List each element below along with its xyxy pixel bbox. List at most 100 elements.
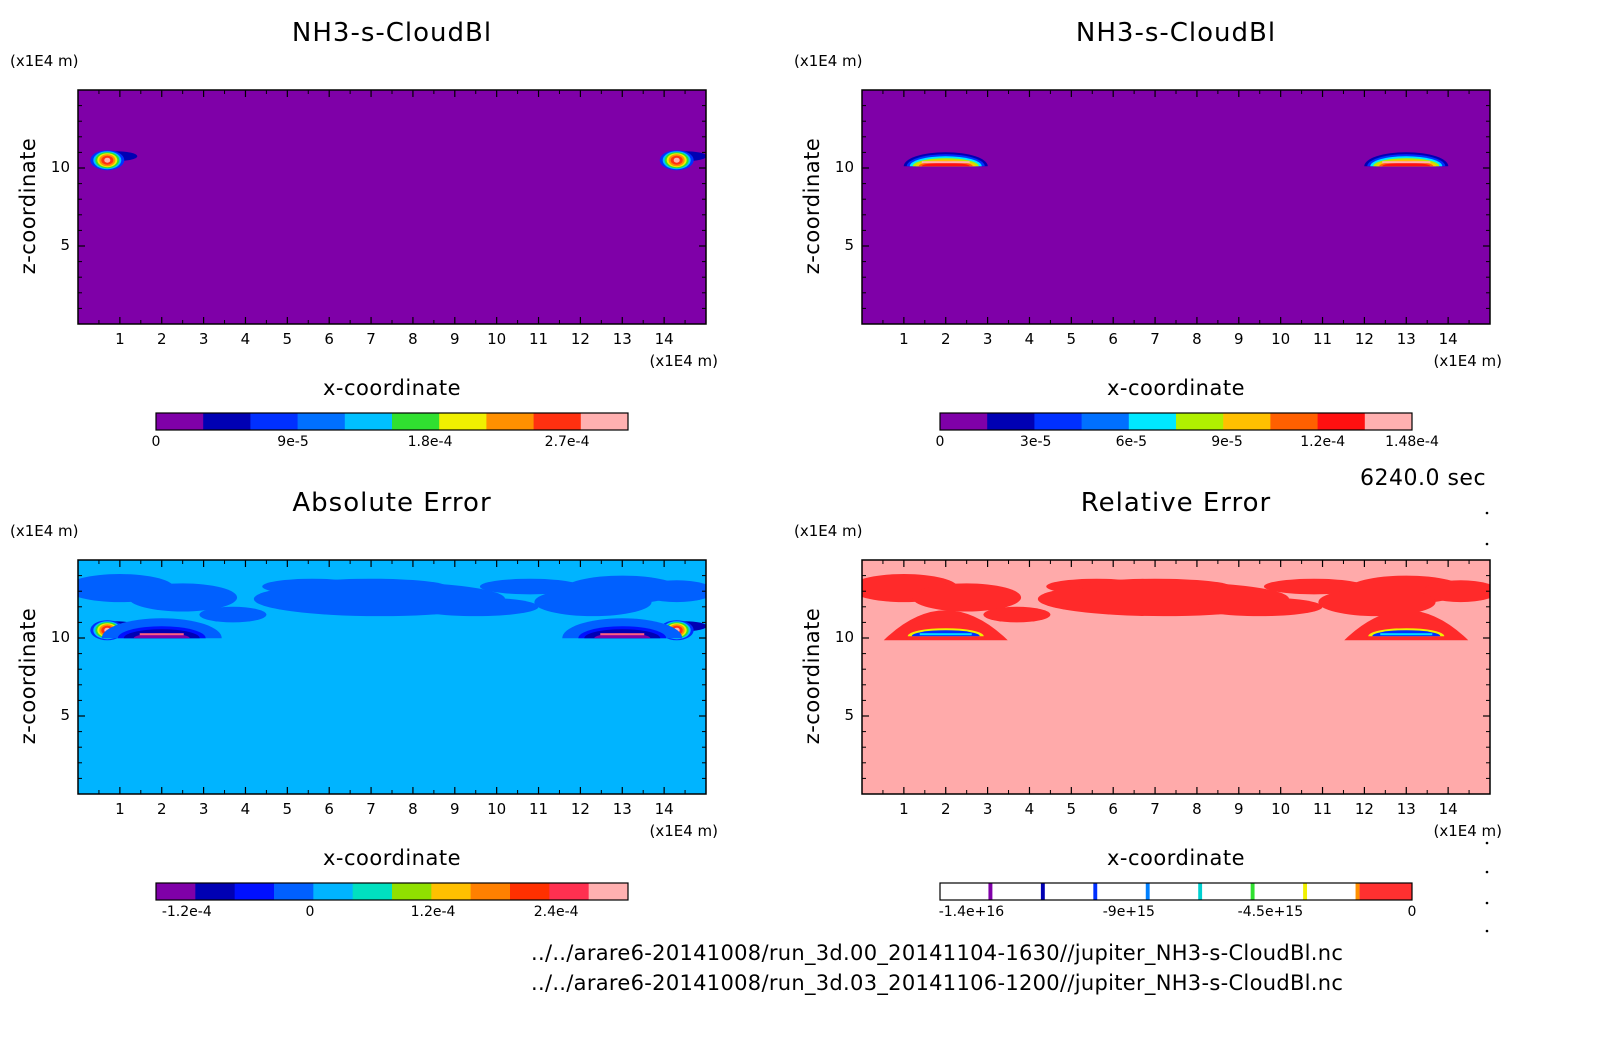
x-tick-label: 13 <box>612 330 632 348</box>
y-unit-label: (x1E4 m) <box>10 52 79 70</box>
colorbar-segment <box>1250 883 1255 900</box>
contour-band <box>600 633 645 636</box>
x-tick-label: 4 <box>240 800 251 818</box>
colorbar-segment <box>439 413 487 430</box>
y-tick-label: 10 <box>50 158 70 176</box>
colorbar-tick-label: 9e-5 <box>277 434 309 450</box>
colorbar-tick-label: 3e-5 <box>1019 434 1052 450</box>
y-tick-label: 5 <box>60 236 70 254</box>
colorbar-segment <box>940 413 988 430</box>
colorbar-tick-label: 0 <box>305 904 315 920</box>
panel-title: Absolute Error <box>292 488 492 518</box>
colorbar-segment <box>1254 883 1304 900</box>
colorbar-segment <box>1128 413 1177 430</box>
x-tick-label: 2 <box>940 330 951 348</box>
y-axis-label: z-coordinate <box>16 607 40 745</box>
x-tick-label: 6 <box>1108 800 1118 818</box>
colorbar-segment <box>392 413 440 430</box>
heatmap-features <box>862 574 1490 641</box>
colorbar-segment <box>250 413 299 430</box>
colorbar-tick-label: 1.48e-4 <box>1385 434 1439 450</box>
x-tick-label: 3 <box>198 800 209 818</box>
colorbar <box>155 882 629 901</box>
x-tick-label: 14 <box>654 800 674 818</box>
stray-dot <box>1485 511 1489 515</box>
x-tick-label: 13 <box>612 800 632 818</box>
error-patches <box>862 574 1490 623</box>
colorbar-tick-label: 2.4e-4 <box>533 904 579 920</box>
panel-4 <box>861 559 1491 901</box>
error-patch <box>912 583 1022 612</box>
x-tick-label: 1 <box>899 330 909 348</box>
colorbar-frame <box>155 412 629 431</box>
stray-dot <box>1485 901 1489 905</box>
x-tick-label: 7 <box>366 800 376 818</box>
panel-title: NH3-s-CloudBl <box>291 18 493 48</box>
x-tick-label: 13 <box>1396 330 1416 348</box>
colorbar-segment <box>313 883 354 900</box>
x-tick-label: 2 <box>156 330 167 348</box>
y-axis-label: z-coordinate <box>800 607 824 745</box>
x-tick-label: 1 <box>115 800 125 818</box>
x-tick-label: 9 <box>1234 330 1244 348</box>
error-patch <box>1079 578 1231 595</box>
contour-band <box>1382 162 1431 167</box>
panel-2 <box>861 89 1491 431</box>
x-tick-label: 11 <box>1312 800 1333 818</box>
contour-band <box>921 161 970 164</box>
x-unit-label: (x1E4 m) <box>1433 822 1502 840</box>
x-tick-label: 9 <box>450 800 460 818</box>
x-tick-label: 5 <box>282 330 293 348</box>
error-patch <box>1196 597 1323 617</box>
x-axis-label: x-coordinate <box>322 846 462 870</box>
colorbar-segment <box>1364 413 1413 430</box>
x-tick-label: 10 <box>487 800 507 818</box>
colorbar <box>939 412 1413 431</box>
x-tick-label: 7 <box>1150 330 1160 348</box>
colorbar-tick-label: 1.8e-4 <box>407 434 453 450</box>
colorbar-segment <box>1149 883 1199 900</box>
colorbar-tick-label: 0 <box>935 434 945 450</box>
x-tick-label: 8 <box>1192 330 1202 348</box>
footer-file-1: ../../arare6-20141008/run_3d.00_20141104… <box>531 941 1344 965</box>
x-tick-label: 11 <box>528 330 549 348</box>
colorbar-tick-label: -1.4e+16 <box>938 904 1005 920</box>
error-patch <box>199 606 267 623</box>
colorbar-segment <box>1081 413 1130 430</box>
colorbar-segment <box>195 883 236 900</box>
colorbar-tick-label: 0 <box>151 434 161 450</box>
negative-error-4 <box>562 618 683 639</box>
colorbar-segment <box>940 883 989 900</box>
error-patches <box>78 574 706 623</box>
colorbar-segment <box>1307 883 1356 900</box>
x-tick-label: 2 <box>940 800 951 818</box>
x-tick-label: 4 <box>240 330 251 348</box>
x-tick-label: 3 <box>198 330 209 348</box>
heatmap-features <box>78 574 706 641</box>
colorbar-segment <box>1223 413 1271 430</box>
relative-error-2 <box>1344 610 1469 641</box>
colorbar-segment <box>987 413 1035 430</box>
x-tick-label: 14 <box>1438 330 1458 348</box>
heatmap-features <box>90 150 706 171</box>
x-unit-label: (x1E4 m) <box>1433 352 1502 370</box>
x-tick-label: 14 <box>1438 800 1458 818</box>
error-patch <box>534 588 652 617</box>
colorbar-tick-label: 1.2e-4 <box>410 904 456 920</box>
y-tick-label: 10 <box>50 628 70 646</box>
x-unit-label: (x1E4 m) <box>649 352 718 370</box>
x-tick-label: 10 <box>1271 800 1291 818</box>
x-tick-label: 8 <box>1192 800 1202 818</box>
x-tick-label: 3 <box>982 800 993 818</box>
colorbar-segment <box>1198 883 1203 900</box>
x-tick-label: 1 <box>115 330 125 348</box>
colorbar-segment <box>297 413 346 430</box>
panel-title: Relative Error <box>1080 488 1272 518</box>
error-patch <box>639 580 706 603</box>
x-tick-label: 5 <box>1066 330 1077 348</box>
colorbar-segment <box>1355 883 1360 900</box>
negative-error-3 <box>101 618 222 639</box>
colorbar-segment <box>486 413 535 430</box>
colorbar-segment <box>1303 883 1308 900</box>
panel-3 <box>77 559 707 901</box>
